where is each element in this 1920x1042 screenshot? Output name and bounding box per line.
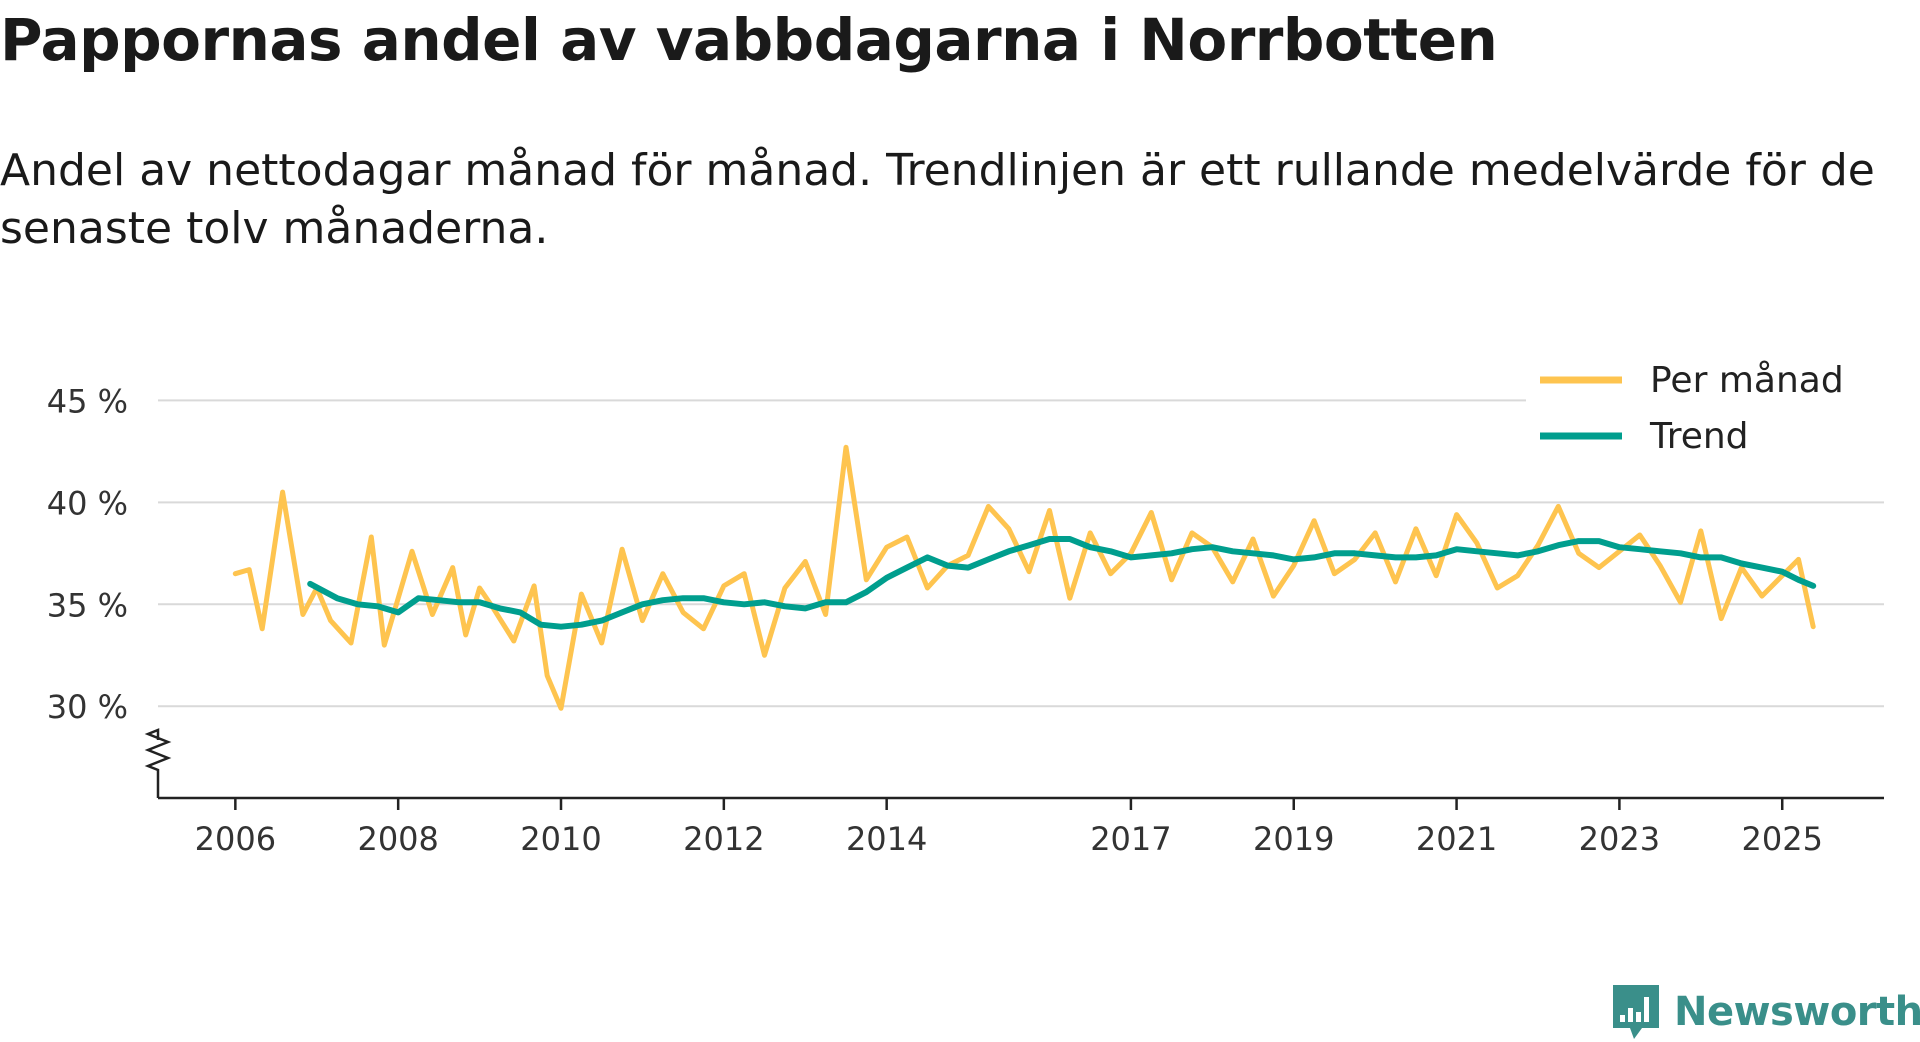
brand-logo: Newsworthy xyxy=(1610,982,1920,1042)
legend-label: Trend xyxy=(1649,416,1749,457)
y-tick-label: 30 % xyxy=(47,688,128,726)
x-tick-label: 2008 xyxy=(357,820,438,858)
x-tick-label: 2006 xyxy=(195,820,276,858)
legend-background xyxy=(1526,356,1884,466)
x-tick-label: 2014 xyxy=(846,820,927,858)
x-tick-label: 2012 xyxy=(683,820,764,858)
x-tick-label: 2019 xyxy=(1253,820,1334,858)
y-tick-label: 40 % xyxy=(47,484,128,522)
x-tick-label: 2021 xyxy=(1416,820,1497,858)
chart-subtitle: Andel av nettodagar månad för månad. Tre… xyxy=(0,145,1875,254)
brand-name: Newsworthy xyxy=(1674,989,1920,1035)
axes: 30 % 35 % 40 % 45 % 2006 2008 2010 2012 2014 2017… xyxy=(47,382,1884,858)
newsworthy-bar-chart-logo-icon xyxy=(1613,985,1659,1039)
series xyxy=(232,444,1817,711)
series-line-per-manad xyxy=(232,444,1816,711)
legend: Per månad Trend xyxy=(1526,356,1884,466)
x-tick-label: 2017 xyxy=(1090,820,1171,858)
x-tick-label: 2023 xyxy=(1579,820,1660,858)
y-axis-break xyxy=(144,728,172,798)
legend-label: Per månad xyxy=(1650,360,1844,401)
series-line-trend xyxy=(307,536,1817,630)
x-tick-label: 2010 xyxy=(520,820,601,858)
y-tick-label: 35 % xyxy=(47,586,128,624)
chart-title: Pappornas andel av vabbdagarna i Norrbot… xyxy=(0,6,1498,74)
y-tick-label: 45 % xyxy=(47,382,128,420)
x-tick-label: 2025 xyxy=(1742,820,1823,858)
